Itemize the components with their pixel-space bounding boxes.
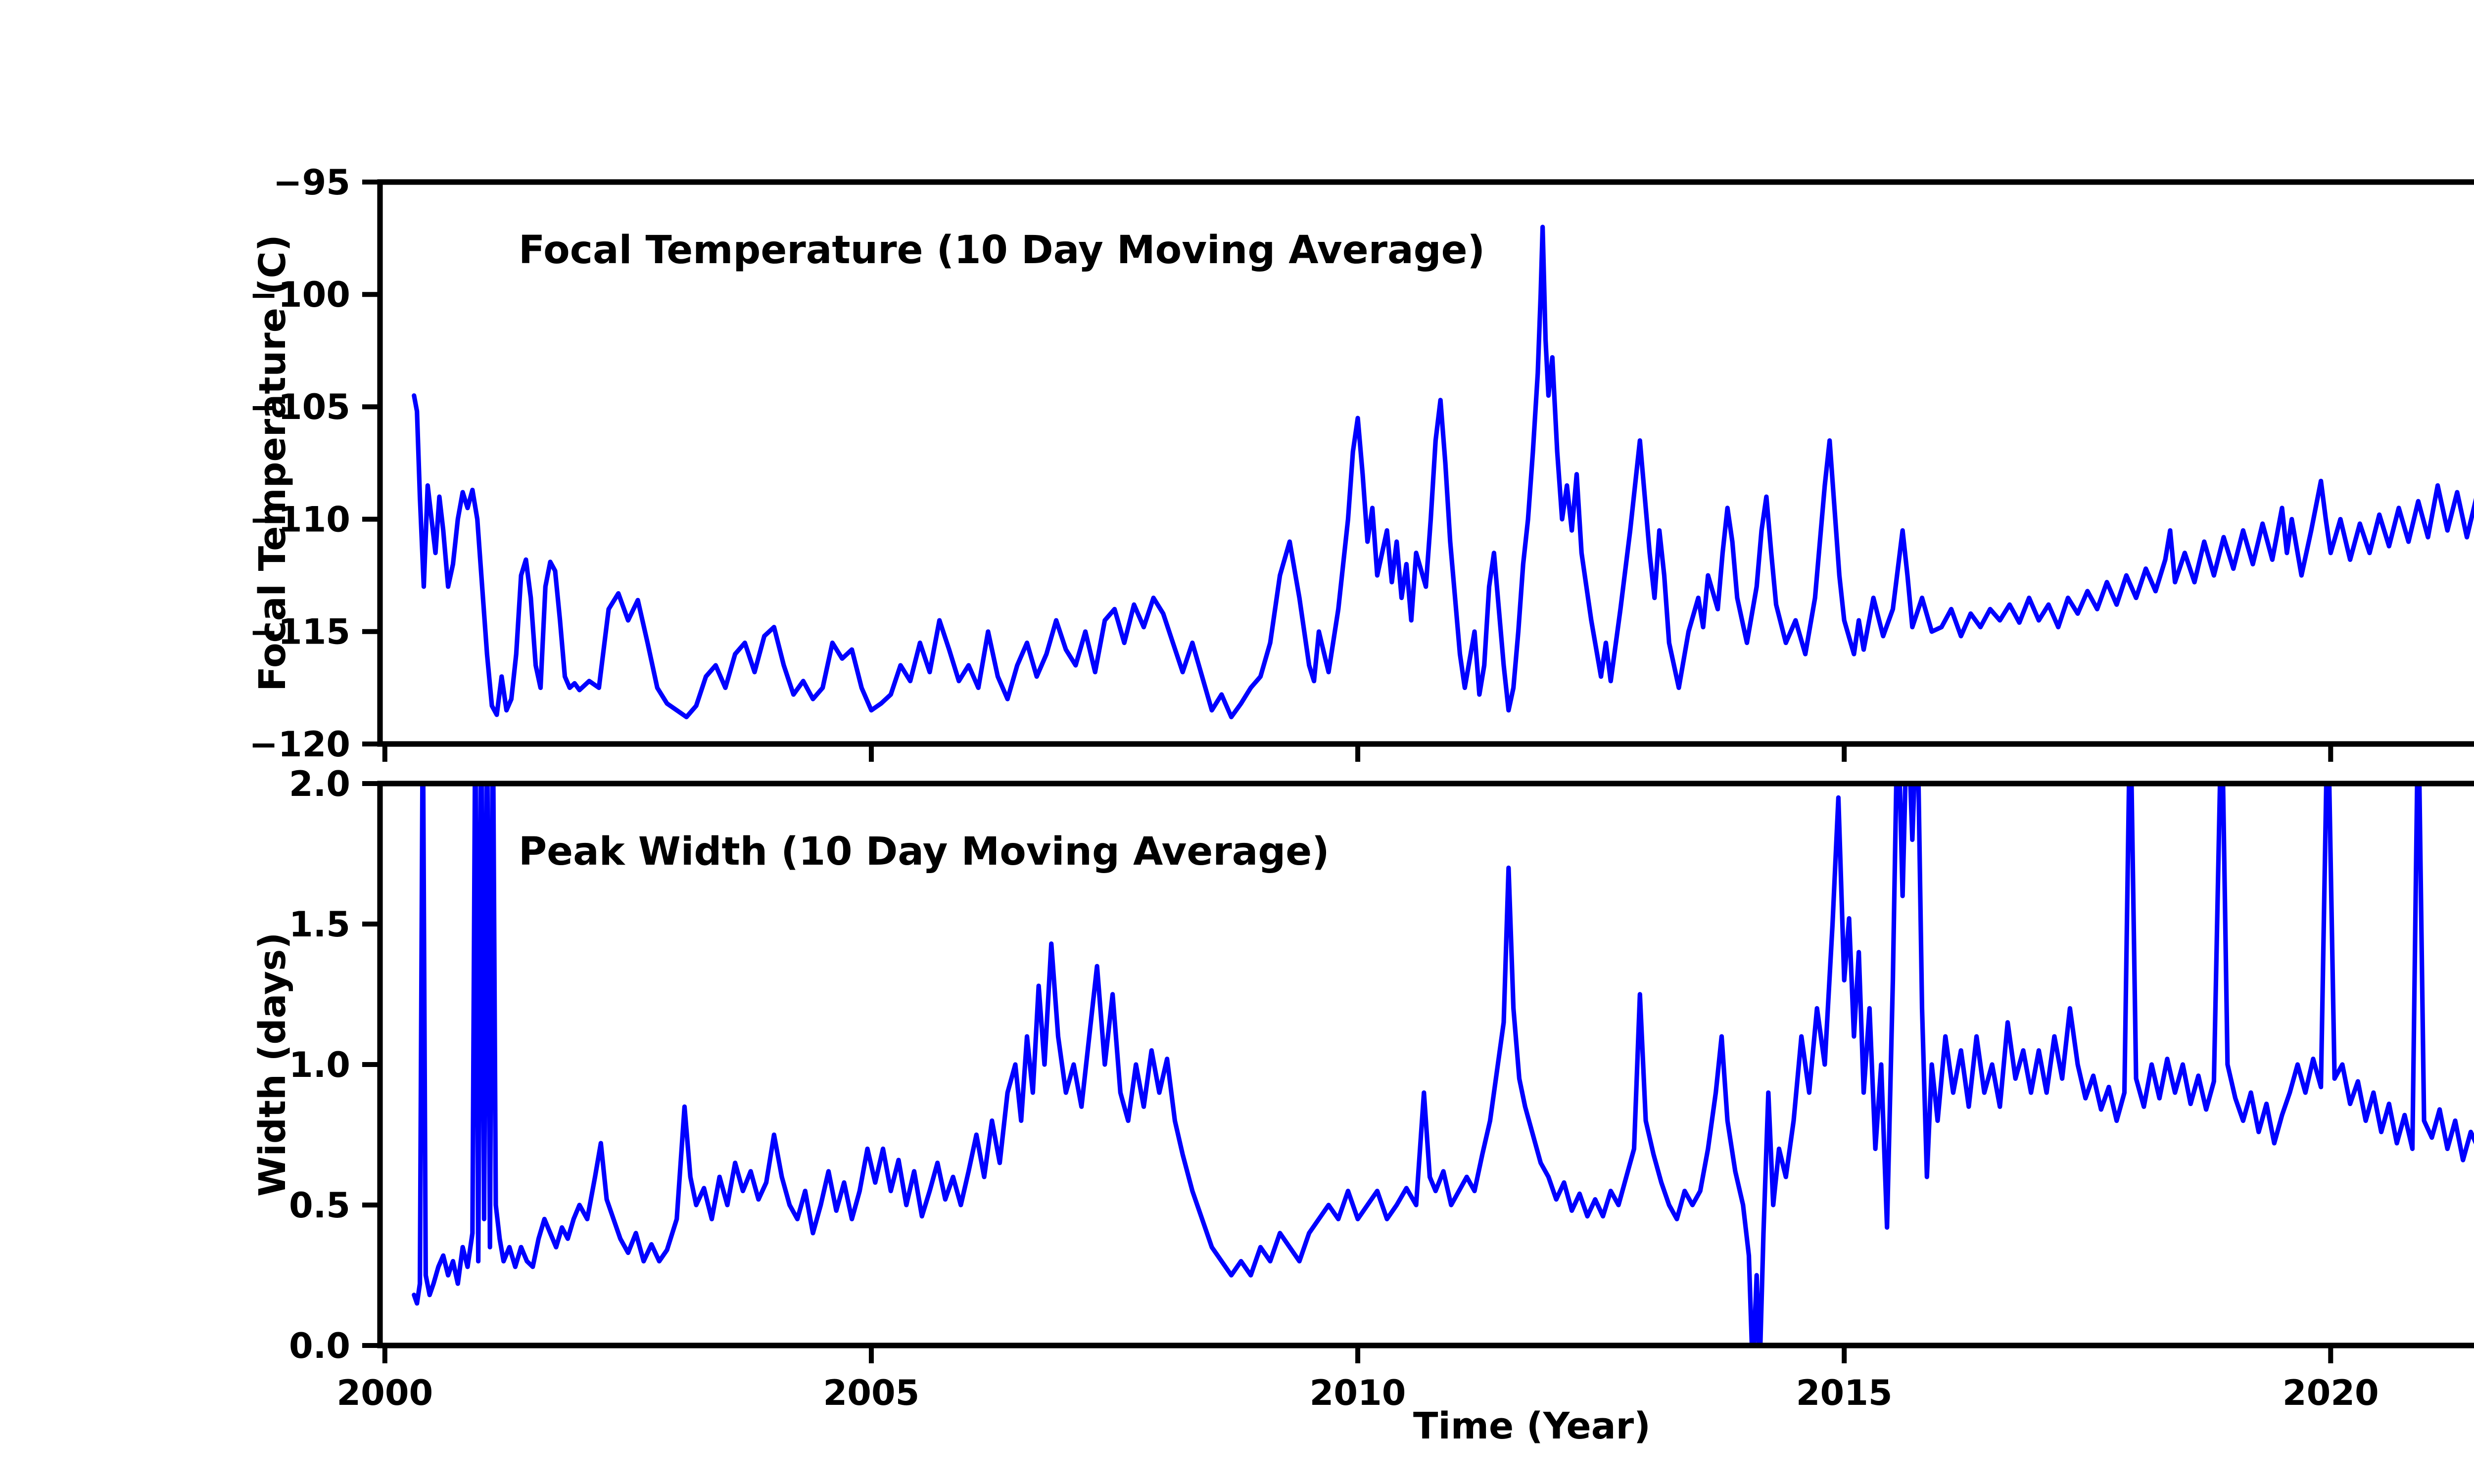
y-tick-label: 0.5 — [289, 1185, 350, 1226]
x-tick-label: 2000 — [336, 1373, 433, 1413]
bottom-y-axis-label: Width (days) — [251, 932, 294, 1197]
y-tick-label: 0.0 — [289, 1326, 350, 1366]
axes-spines — [377, 179, 2474, 747]
y-tick-label: −100 — [249, 275, 350, 315]
y-tick-label: −115 — [249, 612, 350, 652]
bottom-panel-title: Peak Width (10 Day Moving Average) — [519, 830, 1330, 874]
chart-panels: −95 −100 −105 −110 −115 −120 0.0 0.5 1.0 1.5 2.0 20… — [249, 162, 2474, 1413]
x-tick-label: 2020 — [2283, 1373, 2379, 1413]
x-axis-label: Time (Year) — [1413, 1405, 1651, 1447]
focal-temperature-line — [412, 225, 2474, 720]
top-y-axis-label: Focal Temperature (C) — [251, 234, 294, 691]
y-tick-label: −120 — [249, 724, 350, 765]
x-tick-label: 2010 — [1310, 1373, 1406, 1413]
x-tick-label: 2005 — [823, 1373, 920, 1413]
x-tick-label: 2015 — [1796, 1373, 1893, 1413]
panel-0: −95 −100 −105 −110 −115 −120 — [249, 162, 2474, 765]
y-tick-label: 1.0 — [289, 1045, 350, 1085]
y-tick-label: −110 — [249, 499, 350, 540]
y-tick-label: 2.0 — [289, 764, 350, 804]
y-tick-label: −95 — [273, 162, 350, 203]
y-tick-label: 1.5 — [289, 904, 350, 945]
y-tick-label: −105 — [249, 387, 350, 427]
top-panel-title: Focal Temperature (10 Day Moving Average… — [519, 228, 1485, 273]
axes-spines — [377, 781, 2474, 1348]
peak-width-line — [412, 784, 2474, 1345]
panel-1: 0.0 0.5 1.0 1.5 2.0 2000 2005 2010 2015 2020 — [289, 764, 2474, 1413]
